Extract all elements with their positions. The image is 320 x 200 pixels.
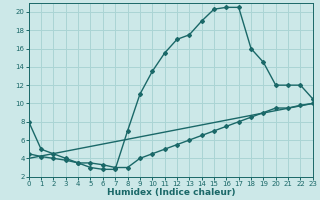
X-axis label: Humidex (Indice chaleur): Humidex (Indice chaleur) <box>107 188 235 197</box>
